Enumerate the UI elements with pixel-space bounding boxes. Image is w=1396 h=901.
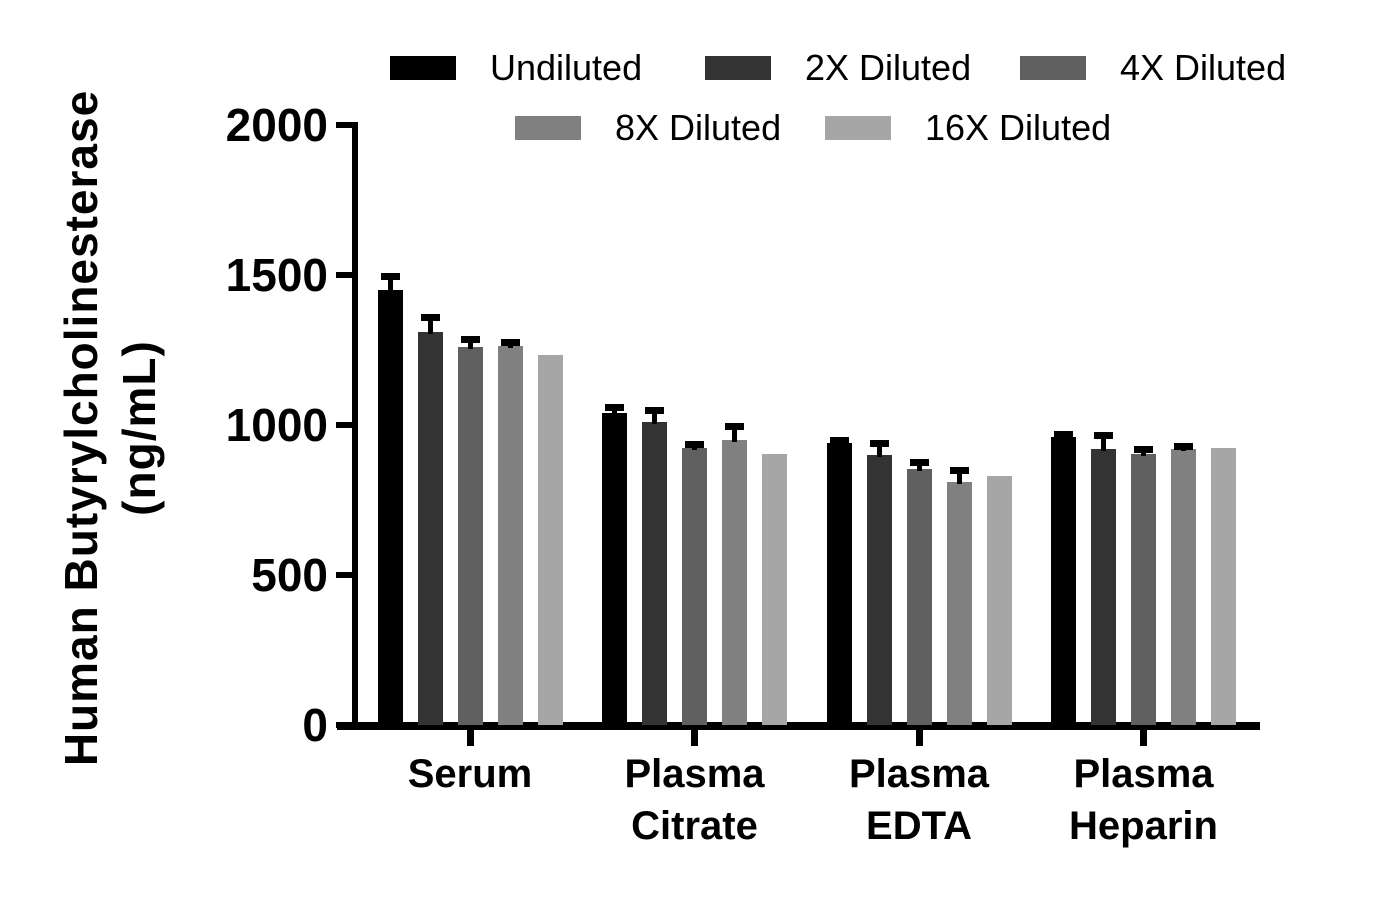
category-label: Plasma EDTA [779,748,1059,852]
error-bar-line [732,425,737,442]
legend-swatch [825,116,891,140]
y-tick-label: 1500 [225,249,328,301]
error-bar-cap [1174,442,1193,450]
error-bar-cap [1094,432,1113,439]
error-bar-cap [829,436,849,444]
error-bar-line [956,468,962,484]
y-tick-label: 1000 [225,399,328,451]
bar [986,476,1012,725]
category-label-line: Citrate [631,804,758,848]
error-bar-line [467,338,473,349]
bar [946,482,972,725]
error-bar-cap [420,313,440,321]
error-bar-line [876,441,882,457]
category-label: Plasma Heparin [1004,748,1284,852]
y-axis-tick [336,422,353,428]
legend-item: Undiluted [390,47,643,88]
bar [602,413,627,725]
legend-item: 4X Diluted [1020,47,1287,88]
y-axis-tick [336,122,353,128]
y-axis-tick [336,722,353,728]
bar [417,332,443,725]
legend-swatch [390,56,456,80]
category-label-line: Serum [407,752,533,796]
legend-label: Undiluted [490,47,643,88]
y-tick-label: 500 [251,549,328,601]
error-bar-cap [460,336,480,343]
legend-swatch [515,116,581,140]
error-bar-cap [645,406,664,414]
category-label-line: Plasma [1073,752,1214,796]
error-bar-cap [869,439,889,447]
bar [1051,437,1076,725]
error-bar-cap [949,466,969,474]
error-bar-line [427,315,433,334]
legend-label: 8X Diluted [615,107,782,148]
category-label: Plasma Citrate [555,748,835,852]
error-bar-cap [605,403,624,411]
x-axis-tick [1140,730,1147,746]
bar [537,354,563,725]
y-tick-label: 2000 [225,99,328,151]
category-label: Serum [330,748,610,800]
category-label-line: EDTA [866,804,972,848]
legend-item: 8X Diluted [515,107,782,148]
bar [457,347,483,725]
error-bar-cap [380,273,400,280]
category-label-line: Plasma [624,752,765,796]
bar [1091,449,1116,725]
y-axis-tick [336,572,353,578]
error-bar-cap [1054,430,1073,438]
error-bar-cap [725,423,744,430]
error-bar-line [387,275,393,292]
x-axis-line [337,722,1260,730]
x-axis-tick [691,730,698,746]
bar [762,453,787,725]
x-axis-tick [466,730,474,746]
legend-swatch [705,56,771,80]
bar [1211,447,1236,725]
legend-item: 16X Diluted [825,107,1112,148]
error-bar-cap [685,441,704,448]
error-bar-line [652,408,657,424]
bar [682,447,707,725]
y-axis-tick [336,272,353,278]
y-axis-line [352,122,358,729]
category-label-line: Heparin [1069,804,1218,848]
error-bar-cap [1134,445,1153,453]
x-axis-tick [915,730,923,746]
legend-label: 4X Diluted [1120,47,1287,88]
error-bar-line [1101,434,1106,451]
bar [377,290,403,725]
bar [826,443,852,725]
legend-item: 2X Diluted [705,47,972,88]
bar [642,422,667,725]
category-label-line: Plasma [848,752,990,796]
legend-label: 2X Diluted [805,47,972,88]
error-bar-cap [909,459,929,466]
bar [1171,449,1196,725]
bar [906,468,932,725]
bar [866,455,892,725]
y-tick-label: 0 [302,699,328,751]
bar [497,345,523,725]
bar [722,440,747,725]
legend-swatch [1020,56,1086,80]
error-bar-cap [500,339,520,346]
legend-label: 16X Diluted [925,107,1112,148]
bar [1131,453,1156,725]
